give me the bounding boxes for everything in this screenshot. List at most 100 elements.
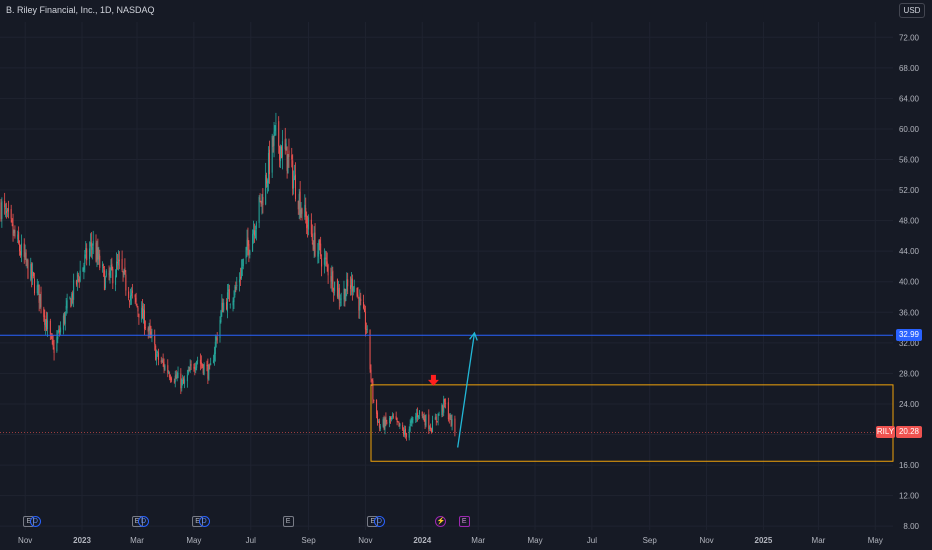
candle-body	[226, 302, 228, 310]
earnings-event-icon[interactable]: E	[282, 516, 294, 527]
horizontal-line-price-badge: 32.99	[896, 329, 922, 342]
candle-body	[345, 293, 347, 302]
candle-body	[213, 352, 215, 361]
candle-body	[39, 294, 41, 301]
candle-body	[261, 194, 263, 203]
candle-body	[194, 368, 196, 370]
candle-body	[108, 273, 110, 275]
candle-body	[177, 372, 179, 379]
candle-body	[346, 279, 348, 292]
candle-body	[326, 261, 328, 265]
y-tick-label: 60.00	[899, 125, 920, 134]
earnings-event-icon[interactable]: E	[458, 516, 470, 527]
candle-body	[265, 174, 267, 205]
candle-body	[437, 413, 439, 421]
candle-body	[111, 263, 113, 270]
x-tick-label: Mar	[812, 536, 826, 545]
candle-body	[319, 240, 321, 246]
candle-body	[124, 267, 126, 273]
candle-body	[445, 402, 447, 404]
chart-grid	[0, 22, 893, 530]
candle-body	[403, 430, 405, 435]
dividend-event-icon[interactable]: D	[138, 516, 150, 527]
candle-body	[272, 137, 274, 148]
candle-body	[287, 154, 289, 174]
candle-body	[281, 141, 283, 158]
candle-body	[280, 146, 282, 162]
dividend-event-icon[interactable]: D	[29, 516, 41, 527]
candle-body	[219, 320, 221, 338]
candle-body	[338, 287, 340, 301]
candle-body	[411, 418, 413, 423]
candle-body	[125, 274, 127, 291]
candle-body	[436, 421, 438, 422]
candle-body	[123, 269, 125, 275]
y-tick-label: 36.00	[899, 308, 920, 317]
candle-body	[45, 319, 47, 328]
candle-body	[95, 242, 97, 262]
candle-body	[49, 320, 51, 335]
candle-body	[330, 276, 332, 282]
candle-body	[308, 217, 310, 230]
candle-body	[266, 177, 268, 184]
candle-body	[416, 413, 418, 417]
candle-body	[418, 410, 420, 415]
candle-body	[84, 254, 86, 264]
candle-body	[235, 287, 237, 289]
candle-body	[70, 298, 72, 308]
candle-body	[236, 284, 238, 287]
drawing-tools	[0, 331, 894, 462]
candle-body	[226, 292, 228, 312]
candle-body	[271, 135, 273, 173]
dividend-event-icon[interactable]: D	[373, 516, 385, 527]
candle-body	[223, 302, 225, 311]
candle-body	[157, 352, 159, 353]
candle-body	[288, 150, 290, 157]
candle-body	[168, 372, 170, 374]
candle-body	[33, 278, 35, 294]
candle-body	[360, 299, 362, 301]
candle-body	[358, 297, 360, 311]
currency-button[interactable]: USD	[899, 3, 925, 18]
candle-body	[210, 363, 212, 366]
candle-body	[19, 244, 21, 252]
candle-body	[248, 244, 250, 255]
candle-body	[253, 229, 255, 235]
candle-body	[247, 237, 249, 246]
candle-body	[170, 377, 172, 380]
candle-body	[112, 268, 114, 284]
dividend-event-icon[interactable]: D	[198, 516, 210, 527]
x-tick-label: Nov	[358, 536, 372, 545]
candle-body	[208, 365, 210, 381]
x-tick-label: Jul	[587, 536, 597, 545]
candle-body	[102, 266, 104, 268]
candle-body	[370, 369, 372, 379]
candle-body	[4, 200, 6, 208]
candle-body	[115, 275, 117, 285]
candle-body	[246, 239, 248, 251]
candle-body	[214, 341, 216, 354]
candle-body	[384, 417, 386, 430]
candle-body	[442, 406, 444, 412]
candle-body	[118, 259, 120, 262]
candle-body	[12, 224, 14, 236]
candle-body	[228, 289, 230, 302]
split-event-icon[interactable]: ⚡	[435, 516, 447, 527]
candle-body	[402, 425, 404, 430]
y-tick-label: 16.00	[899, 461, 920, 470]
candle-body	[202, 364, 204, 374]
candle-body	[339, 301, 341, 303]
candle-body	[449, 414, 451, 418]
candle-body	[356, 288, 358, 296]
candle-body	[318, 240, 320, 255]
candle-body	[20, 251, 22, 256]
candle-body	[408, 429, 410, 438]
candle-body	[385, 416, 387, 422]
candle-body	[57, 334, 59, 339]
y-tick-label: 48.00	[899, 217, 920, 226]
candle-body	[26, 259, 28, 261]
candle-body	[267, 180, 269, 187]
candle-body	[121, 258, 123, 271]
candle-body	[429, 428, 431, 430]
